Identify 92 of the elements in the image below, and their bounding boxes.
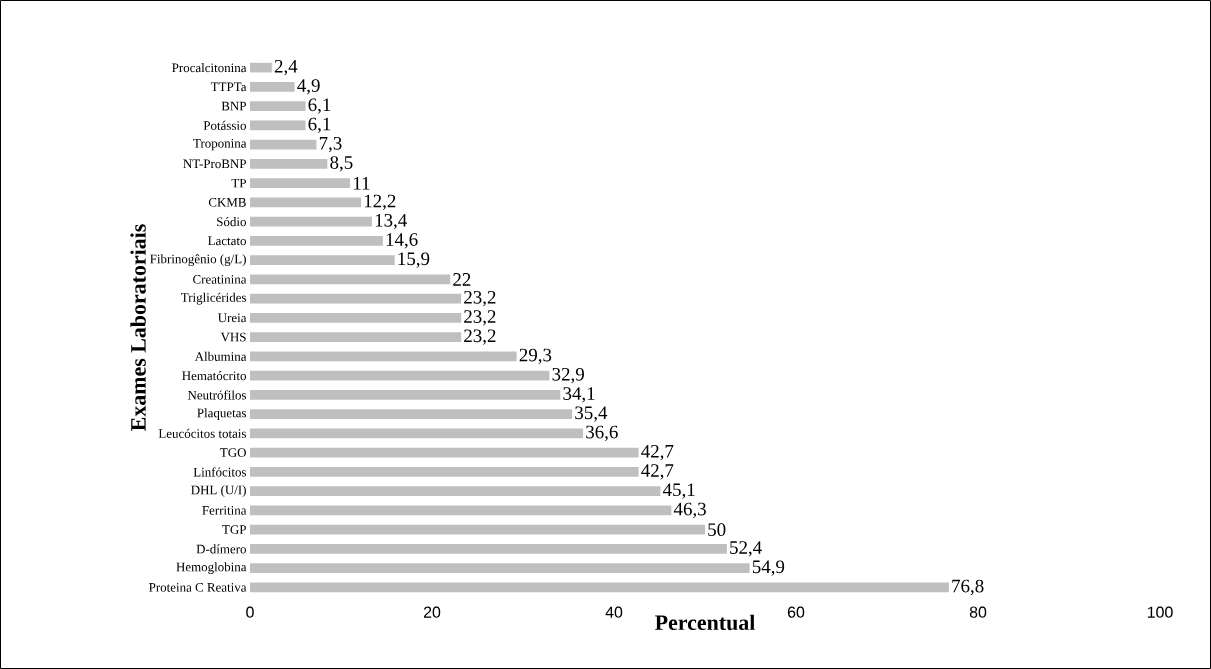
bar [250,447,639,458]
y-tick-label: Albumina [194,351,247,361]
data-label: 46,3 [673,502,706,519]
bar [250,390,561,400]
y-tick-label: Creatinina [193,275,247,284]
y-tick-label: Leucócitos totais [158,428,247,438]
x-tick-label: 0 [246,606,254,618]
bar [250,62,272,73]
data-label: 23,2 [464,310,496,326]
bar [250,82,295,92]
bar [250,159,328,169]
data-label: 50 [708,523,726,537]
y-tick-label: TGP [222,525,246,534]
bar [250,544,727,554]
bar [250,582,949,593]
bar [250,101,306,111]
data-label: 23,2 [464,329,496,345]
data-label: 32,9 [552,367,584,384]
bar [250,332,462,342]
data-label: 6,1 [308,117,331,134]
data-label: 29,3 [519,348,552,365]
y-tick-label: Troponina [193,138,247,151]
y-axis-title: Exames Laboratoriais [130,224,146,431]
y-tick-label: Plaquetas [197,408,247,420]
data-label: 8,5 [330,156,353,172]
y-tick-label: Linfócitos [193,467,247,477]
y-tick-label: Hemoglobina [176,562,247,575]
data-label: 22 [453,273,471,286]
y-tick-label: TP [231,178,246,188]
data-label: 45,1 [662,483,695,499]
bar [250,428,584,439]
bar [250,197,362,208]
data-label: 13,4 [375,213,407,230]
y-tick-label: D-dímero [196,544,246,554]
x-tick-label: 40 [605,606,623,618]
y-tick-label: Proteina C Reativa [149,583,247,592]
y-tick-label: Potássio [203,120,246,130]
y-tick-label: CKMB [208,198,246,207]
y-tick-label: Sódio [217,217,246,227]
bar [250,293,462,304]
x-tick-label: 60 [787,606,805,618]
data-label: 36,6 [586,425,618,442]
bar [250,486,661,496]
data-label: 23,2 [464,290,496,307]
x-tick-label: 20 [423,606,441,618]
data-label: 6,1 [308,98,331,114]
y-tick-label: DHL (U/I) [191,485,246,497]
bar [250,351,517,362]
bar [250,370,550,381]
bar [250,178,351,188]
x-tick-label: 100 [1147,606,1173,618]
bar [250,524,706,535]
x-axis-title: Percentual [655,614,755,631]
y-tick-label: Neutrófilos [187,390,247,400]
y-tick-label: Fibrinogênio (g/L) [150,254,246,267]
data-label: 14,6 [386,233,418,249]
y-tick-label: Triglicérides [181,292,247,305]
data-label: 42,7 [641,444,674,461]
bar [250,467,639,477]
y-tick-label: TTPTa [210,82,247,92]
data-label: 34,1 [563,387,595,403]
y-tick-label: Ferritina [202,506,247,515]
bar [250,236,383,246]
data-label: 42,7 [641,464,674,480]
bar [250,505,672,516]
y-tick-label: NT-ProBNP [183,159,246,169]
bar [250,216,372,227]
y-tick-label: TGO [220,448,246,457]
bar [250,255,395,265]
y-tick-label: Lactato [208,236,246,246]
data-label: 15,9 [398,252,430,268]
bar [250,409,573,419]
bar [250,313,462,323]
y-tick-label: Hematócrito [182,371,246,381]
y-tick-label: Procalcitonina [172,63,247,73]
data-label: 4,9 [297,79,320,95]
bar [250,139,317,150]
data-label: 11 [353,176,370,190]
data-label: 2,4 [274,59,298,76]
bar [250,120,306,131]
y-tick-label: BNP [221,101,246,111]
bar [250,274,451,285]
y-tick-label: VHS [220,332,246,342]
data-label: 52,4 [730,541,762,557]
data-label: 35,4 [575,406,608,422]
y-tick-label: Ureia [217,313,247,323]
bar [250,563,750,573]
x-tick-label: 80 [969,606,987,618]
data-label: 7,3 [319,136,342,153]
data-label: 76,8 [952,579,984,596]
data-label: 54,9 [752,560,785,576]
data-label: 12,2 [364,194,396,211]
